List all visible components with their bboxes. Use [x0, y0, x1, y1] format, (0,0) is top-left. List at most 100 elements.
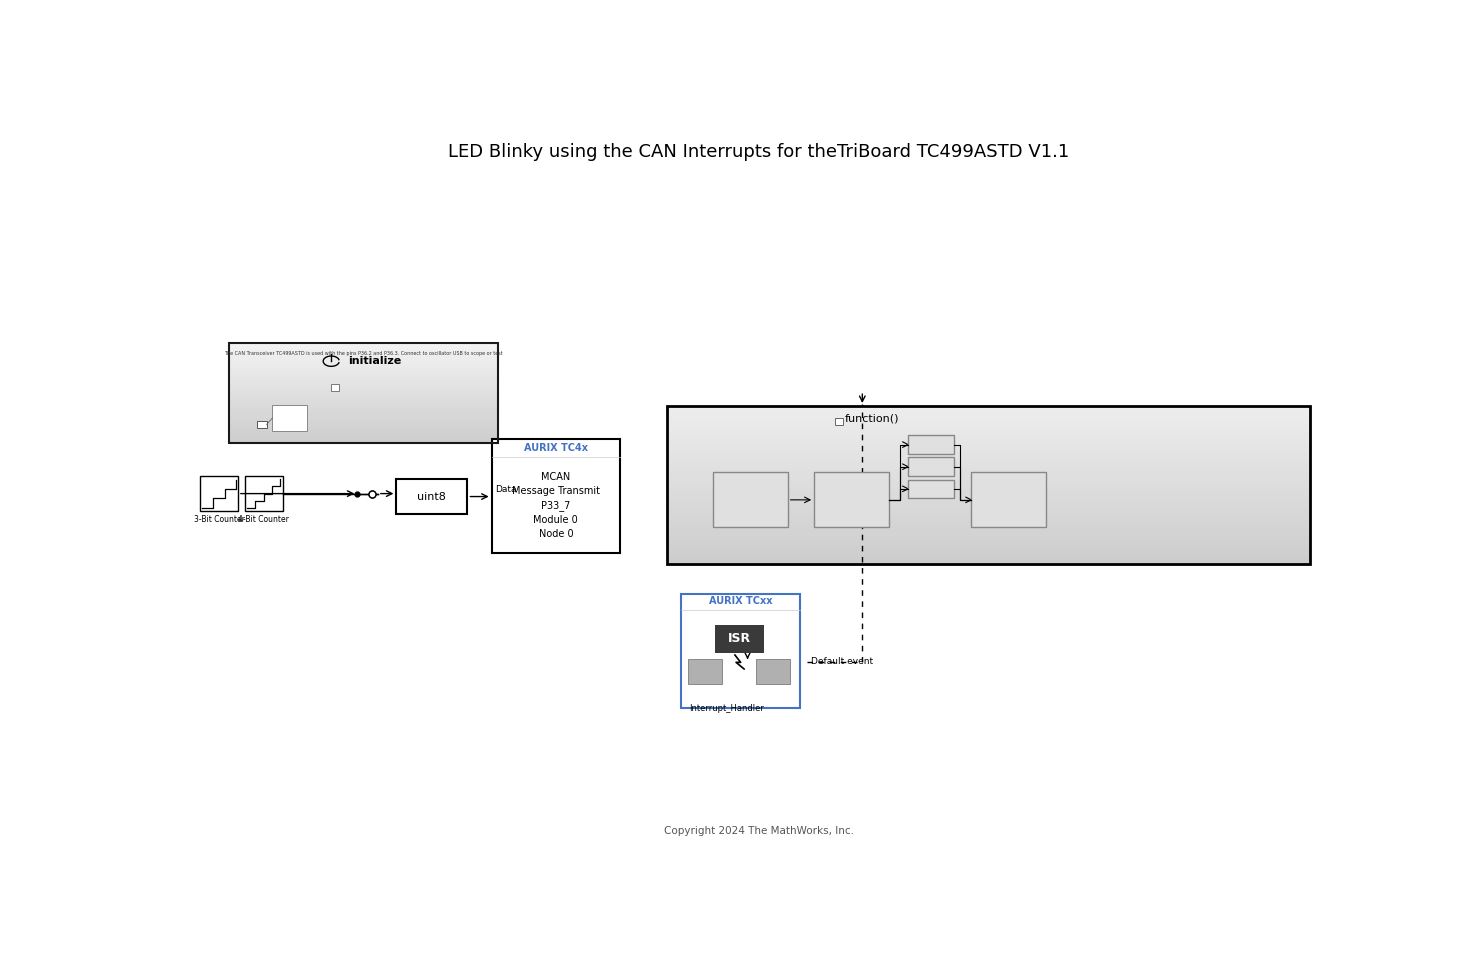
Bar	[228, 431, 499, 433]
Text: Data: Data	[495, 484, 517, 494]
Text: Default event: Default event	[810, 657, 872, 666]
Bar	[228, 425, 499, 428]
Bar	[228, 418, 499, 420]
Bar	[200, 476, 238, 511]
Bar	[668, 434, 1311, 437]
Bar	[668, 561, 1311, 565]
Bar	[908, 479, 954, 498]
Bar	[228, 373, 499, 375]
Bar	[668, 406, 1311, 565]
Bar	[668, 526, 1311, 529]
Bar	[715, 625, 764, 653]
Bar	[228, 348, 499, 350]
Bar	[668, 432, 1311, 434]
Bar	[228, 440, 499, 443]
Bar	[835, 418, 843, 425]
Bar	[397, 478, 468, 514]
Bar	[668, 478, 1311, 482]
Bar	[668, 504, 1311, 507]
Bar	[228, 400, 499, 403]
Bar	[668, 456, 1311, 459]
Bar	[668, 548, 1311, 551]
Bar	[668, 517, 1311, 520]
Bar	[668, 428, 1311, 432]
Bar	[668, 418, 1311, 422]
Bar	[228, 345, 499, 348]
Bar	[332, 384, 339, 391]
Bar	[668, 473, 1311, 476]
Bar	[668, 495, 1311, 498]
Bar	[228, 412, 499, 415]
Bar	[668, 529, 1311, 533]
Text: AURIX TCxx: AURIX TCxx	[709, 596, 773, 606]
Bar	[244, 476, 283, 511]
Bar	[668, 409, 1311, 412]
Bar	[228, 390, 499, 393]
Bar	[668, 469, 1311, 473]
Bar	[228, 408, 499, 411]
Bar	[687, 659, 723, 683]
Bar	[668, 551, 1311, 555]
Bar	[228, 406, 499, 408]
Bar	[228, 356, 499, 358]
Bar	[228, 386, 499, 388]
Text: Interrupt_Handler: Interrupt_Handler	[690, 704, 764, 713]
Bar	[668, 466, 1311, 469]
Bar	[228, 375, 499, 378]
Bar	[228, 435, 499, 437]
Bar	[228, 361, 499, 363]
Bar	[228, 378, 499, 381]
Bar	[714, 472, 788, 527]
Text: function(): function()	[846, 413, 899, 423]
Bar	[228, 433, 499, 435]
Bar	[228, 383, 499, 386]
Bar	[228, 370, 499, 373]
Bar	[228, 437, 499, 440]
Bar	[668, 536, 1311, 539]
Bar	[273, 405, 307, 431]
Bar	[228, 403, 499, 406]
Bar	[228, 353, 499, 356]
Bar	[228, 420, 499, 423]
Bar	[228, 358, 499, 361]
Bar	[668, 444, 1311, 447]
Bar	[668, 545, 1311, 548]
Bar	[668, 539, 1311, 543]
Text: ISR: ISR	[729, 633, 751, 645]
Text: LED Blinky using the CAN Interrupts for theTriBoard TC499ASTD V1.1: LED Blinky using the CAN Interrupts for …	[449, 143, 1069, 161]
Bar	[258, 421, 267, 428]
Bar	[755, 659, 789, 683]
Bar	[681, 593, 800, 708]
Bar	[228, 428, 499, 431]
Bar	[668, 520, 1311, 523]
Bar	[668, 459, 1311, 463]
Bar	[668, 415, 1311, 418]
Bar	[492, 439, 621, 553]
Text: MCAN
Message Transmit
P33_7
Module 0
Node 0: MCAN Message Transmit P33_7 Module 0 Nod…	[512, 472, 600, 539]
Bar	[668, 501, 1311, 504]
Bar	[668, 488, 1311, 492]
Bar	[668, 555, 1311, 558]
Bar	[908, 435, 954, 454]
Bar	[228, 381, 499, 383]
Bar	[668, 437, 1311, 441]
Bar	[228, 398, 499, 400]
Bar	[228, 415, 499, 418]
Text: initialize: initialize	[348, 356, 401, 367]
Bar	[668, 492, 1311, 495]
Bar	[668, 406, 1311, 409]
Bar	[908, 457, 954, 476]
Bar	[228, 388, 499, 390]
Text: uint8: uint8	[418, 492, 446, 501]
Bar	[228, 411, 499, 412]
Bar	[228, 366, 499, 368]
Bar	[228, 395, 499, 398]
Bar	[668, 485, 1311, 488]
Text: 4-Bit Counter: 4-Bit Counter	[238, 515, 289, 524]
Bar	[668, 476, 1311, 478]
Bar	[668, 425, 1311, 428]
Text: The CAN Transceiver TC499ASTD is used with the pins P36.2 and P36.3. Connect to : The CAN Transceiver TC499ASTD is used wi…	[224, 350, 504, 356]
Text: AURIX TC4x: AURIX TC4x	[524, 443, 588, 453]
Bar	[228, 368, 499, 370]
Bar	[228, 344, 499, 443]
